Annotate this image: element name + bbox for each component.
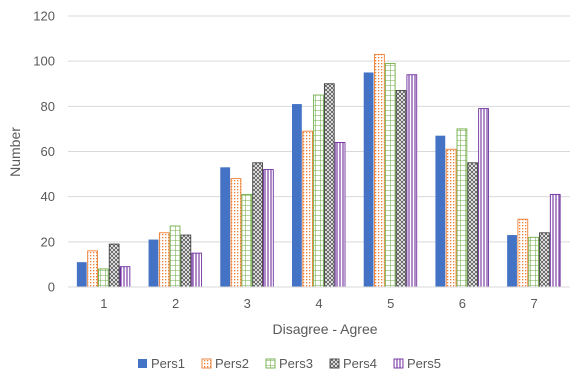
bar-pers3-cat-1 — [98, 268, 109, 288]
bar-pers5-cat-2 — [191, 252, 203, 288]
legend: Pers1 Pers2 Pers3 Pers4 Pers5 — [138, 356, 441, 371]
legend-swatch — [138, 359, 147, 368]
legend-label: Pers1 — [151, 356, 185, 371]
x-tick-label: 5 — [387, 296, 394, 311]
y-axis-ticks: 0 20 40 60 80 100 120 — [33, 9, 55, 295]
bar-pers4-cat-6 — [467, 162, 479, 288]
y-tick-label: 40 — [41, 189, 55, 204]
bar-pers2-cat-5 — [374, 53, 385, 288]
legend-item-pers5: Pers5 — [393, 356, 441, 371]
bar-pers3-cat-2 — [169, 225, 181, 288]
bar-pers5-cat-1 — [119, 266, 131, 288]
legend-item-pers4: Pers4 — [329, 356, 377, 371]
y-tick-label: 20 — [41, 234, 55, 249]
bar-pers4-cat-7 — [539, 232, 550, 288]
bar-pers1-cat-1 — [76, 262, 87, 287]
bar-pers4-cat-1 — [108, 243, 120, 288]
bar-pers1-cat-6 — [435, 135, 446, 287]
x-axis-ticks: 1 2 3 4 5 6 7 — [100, 296, 538, 311]
bar-pers3-cat-5 — [384, 62, 396, 288]
bar-pers2-cat-3 — [230, 178, 242, 288]
x-tick-label: 4 — [315, 296, 322, 311]
bar-pers2-cat-7 — [517, 218, 529, 288]
legend-label: Pers5 — [407, 356, 441, 371]
legend-label: Pers3 — [279, 356, 313, 371]
bar-pers2-cat-2 — [158, 232, 170, 288]
bar-pers5-cat-7 — [549, 193, 561, 288]
bar-pers5-cat-5 — [406, 74, 418, 288]
x-tick-label: 7 — [531, 296, 538, 311]
bar-pers1-cat-2 — [148, 239, 159, 287]
y-tick-label: 60 — [41, 144, 55, 159]
bars — [76, 53, 561, 288]
bar-pers4-cat-5 — [395, 90, 407, 288]
legend-label: Pers2 — [215, 356, 249, 371]
bar-pers5-cat-4 — [334, 142, 346, 288]
bar-pers2-cat-6 — [445, 148, 457, 288]
bar-pers1-cat-4 — [292, 104, 302, 287]
legend-swatch — [329, 358, 340, 369]
y-tick-label: 120 — [33, 9, 55, 24]
y-tick-label: 80 — [41, 99, 55, 114]
bar-pers2-cat-1 — [87, 250, 98, 288]
y-axis-label: Number — [7, 127, 23, 177]
bar-pers1-cat-3 — [220, 167, 231, 287]
bar-pers4-cat-2 — [180, 234, 192, 288]
x-tick-label: 3 — [244, 296, 251, 311]
bar-pers4-cat-3 — [252, 162, 263, 288]
legend-item-pers1: Pers1 — [138, 356, 185, 371]
legend-swatch — [201, 358, 212, 369]
legend-swatch — [393, 358, 404, 369]
bar-pers2-cat-4 — [302, 130, 314, 288]
x-tick-label: 6 — [459, 296, 466, 311]
bar-pers3-cat-7 — [528, 236, 539, 288]
bar-pers3-cat-3 — [241, 193, 253, 288]
x-tick-label: 1 — [100, 296, 107, 311]
legend-label: Pers4 — [343, 356, 377, 371]
x-tick-label: 2 — [172, 296, 179, 311]
bar-pers5-cat-3 — [263, 169, 274, 288]
y-tick-label: 100 — [33, 54, 55, 69]
legend-swatch — [265, 358, 276, 369]
bar-pers3-cat-4 — [313, 94, 324, 288]
bar-pers4-cat-4 — [323, 83, 335, 288]
legend-item-pers3: Pers3 — [265, 356, 313, 371]
legend-item-pers2: Pers2 — [201, 356, 249, 371]
bar-pers1-cat-5 — [363, 72, 374, 288]
x-axis-label: Disagree - Agree — [272, 321, 377, 337]
bar-pers1-cat-7 — [507, 235, 517, 287]
bar-pers3-cat-6 — [456, 128, 468, 288]
y-tick-label: 0 — [48, 280, 55, 295]
bar-pers5-cat-6 — [478, 108, 489, 288]
